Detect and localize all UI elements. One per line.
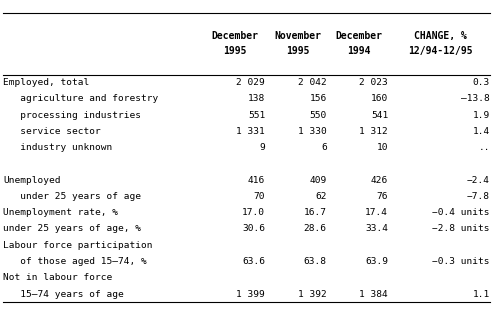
Text: 33.4: 33.4 bbox=[365, 224, 388, 234]
Text: Unemployment rate, %: Unemployment rate, % bbox=[3, 208, 118, 217]
Text: 426: 426 bbox=[371, 176, 388, 185]
Text: 138: 138 bbox=[248, 95, 265, 104]
Text: service sector: service sector bbox=[3, 127, 101, 136]
Text: Unemployed: Unemployed bbox=[3, 176, 61, 185]
Text: December: December bbox=[336, 31, 383, 41]
Text: −0.3 units: −0.3 units bbox=[432, 257, 490, 266]
Text: ..: .. bbox=[478, 143, 490, 152]
Text: 6: 6 bbox=[321, 143, 327, 152]
Text: 2 042: 2 042 bbox=[298, 78, 327, 87]
Text: December: December bbox=[211, 31, 258, 41]
Text: industry unknown: industry unknown bbox=[3, 143, 112, 152]
Text: processing industries: processing industries bbox=[3, 111, 141, 120]
Text: 62: 62 bbox=[315, 192, 327, 201]
Text: 1.1: 1.1 bbox=[473, 290, 490, 298]
Text: 1994: 1994 bbox=[348, 46, 371, 57]
Text: 156: 156 bbox=[310, 95, 327, 104]
Text: –13.8: –13.8 bbox=[461, 95, 490, 104]
Text: 550: 550 bbox=[310, 111, 327, 120]
Text: −0.4 units: −0.4 units bbox=[432, 208, 490, 217]
Text: under 25 years of age, %: under 25 years of age, % bbox=[3, 224, 141, 234]
Text: 541: 541 bbox=[371, 111, 388, 120]
Text: of those aged 15–74, %: of those aged 15–74, % bbox=[3, 257, 147, 266]
Text: 2 023: 2 023 bbox=[359, 78, 388, 87]
Text: under 25 years of age: under 25 years of age bbox=[3, 192, 141, 201]
Text: 160: 160 bbox=[371, 95, 388, 104]
Text: Not in labour force: Not in labour force bbox=[3, 273, 112, 282]
Text: 63.9: 63.9 bbox=[365, 257, 388, 266]
Text: November: November bbox=[274, 31, 321, 41]
Text: 1.4: 1.4 bbox=[473, 127, 490, 136]
Text: 70: 70 bbox=[254, 192, 265, 201]
Text: 63.6: 63.6 bbox=[242, 257, 265, 266]
Text: 1 392: 1 392 bbox=[298, 290, 327, 298]
Text: 63.8: 63.8 bbox=[304, 257, 327, 266]
Text: 12/94-12/95: 12/94-12/95 bbox=[408, 46, 473, 57]
Text: 76: 76 bbox=[377, 192, 388, 201]
Text: 1 399: 1 399 bbox=[237, 290, 265, 298]
Text: −2.8 units: −2.8 units bbox=[432, 224, 490, 234]
Text: 409: 409 bbox=[310, 176, 327, 185]
Text: 17.0: 17.0 bbox=[242, 208, 265, 217]
Text: 1 330: 1 330 bbox=[298, 127, 327, 136]
Text: 1995: 1995 bbox=[223, 46, 246, 57]
Text: 1 312: 1 312 bbox=[359, 127, 388, 136]
Text: 1.9: 1.9 bbox=[473, 111, 490, 120]
Text: 551: 551 bbox=[248, 111, 265, 120]
Text: agriculture and forestry: agriculture and forestry bbox=[3, 95, 158, 104]
Text: Labour force participation: Labour force participation bbox=[3, 241, 153, 250]
Text: 16.7: 16.7 bbox=[304, 208, 327, 217]
Text: 1 384: 1 384 bbox=[359, 290, 388, 298]
Text: 28.6: 28.6 bbox=[304, 224, 327, 234]
Text: 416: 416 bbox=[248, 176, 265, 185]
Text: 17.4: 17.4 bbox=[365, 208, 388, 217]
Text: 0.3: 0.3 bbox=[473, 78, 490, 87]
Text: 30.6: 30.6 bbox=[242, 224, 265, 234]
Text: 9: 9 bbox=[259, 143, 265, 152]
Text: 2 029: 2 029 bbox=[237, 78, 265, 87]
Text: 1995: 1995 bbox=[286, 46, 310, 57]
Text: −7.8: −7.8 bbox=[467, 192, 490, 201]
Text: 15–74 years of age: 15–74 years of age bbox=[3, 290, 124, 298]
Text: 10: 10 bbox=[377, 143, 388, 152]
Text: CHANGE, %: CHANGE, % bbox=[414, 31, 467, 41]
Text: Employed, total: Employed, total bbox=[3, 78, 89, 87]
Text: −2.4: −2.4 bbox=[467, 176, 490, 185]
Text: 1 331: 1 331 bbox=[237, 127, 265, 136]
